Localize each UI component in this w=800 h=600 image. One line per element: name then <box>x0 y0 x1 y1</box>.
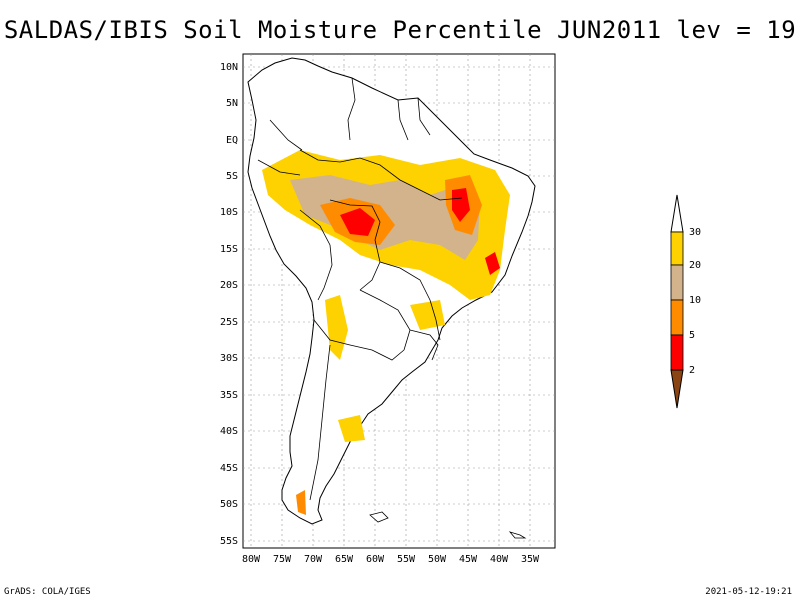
lat-tick-label: 50S <box>220 499 238 510</box>
country-borders <box>257 77 463 501</box>
lat-tick-label: 40S <box>220 426 238 437</box>
lat-tick-label: 30S <box>220 353 238 364</box>
legend-swatch-30 <box>670 231 684 266</box>
legend-label: 30 <box>689 227 701 238</box>
lon-tick-label: 45W <box>459 554 478 565</box>
longitude-axis: 80W 75W 70W 65W 60W 55W 50W 45W 40W 35W <box>242 554 540 565</box>
lon-tick-label: 65W <box>335 554 354 565</box>
footer-timestamp: 2021-05-12-19:21 <box>705 587 792 597</box>
lon-tick-label: 70W <box>304 554 323 565</box>
lon-tick-label: 60W <box>366 554 385 565</box>
lat-tick-label: 15S <box>220 244 238 255</box>
color-legend: 30 20 10 5 2 <box>670 194 701 409</box>
legend-label: 2 <box>689 365 695 376</box>
lon-tick-label: 75W <box>273 554 292 565</box>
lon-tick-label: 55W <box>397 554 416 565</box>
lon-tick-label: 50W <box>428 554 447 565</box>
lat-tick-label: 55S <box>220 536 238 547</box>
legend-swatch-20 <box>670 264 684 301</box>
lon-tick-label: 40W <box>490 554 509 565</box>
latitude-axis: 10N 5N EQ 5S 10S 15S 20S 25S 30S 35S 40S 45S 50S 55S <box>220 62 238 547</box>
legend-swatch-5 <box>670 334 684 371</box>
legend-label: 20 <box>689 260 701 271</box>
legend-top-arrow <box>670 194 684 233</box>
lon-tick-label: 80W <box>242 554 261 565</box>
lat-tick-label: 35S <box>220 390 238 401</box>
map-title: SALDAS/IBIS Soil Moisture Percentile JUN… <box>3 16 797 44</box>
lon-tick-label: 35W <box>521 554 540 565</box>
footer-credit: GrADS: COLA/IGES <box>4 587 91 597</box>
lat-tick-label: 5N <box>226 98 238 109</box>
lat-tick-label: EQ <box>226 135 238 146</box>
legend-swatch-10 <box>670 299 684 336</box>
lat-tick-label: 10N <box>220 62 238 73</box>
lat-tick-label: 25S <box>220 317 238 328</box>
legend-label: 5 <box>689 330 695 341</box>
lat-tick-label: 45S <box>220 463 238 474</box>
legend-label: 10 <box>689 295 701 306</box>
lat-tick-label: 20S <box>220 280 238 291</box>
lat-tick-label: 10S <box>220 207 238 218</box>
islands <box>369 511 527 539</box>
legend-bottom-arrow <box>670 369 684 409</box>
lat-tick-label: 5S <box>226 171 238 182</box>
